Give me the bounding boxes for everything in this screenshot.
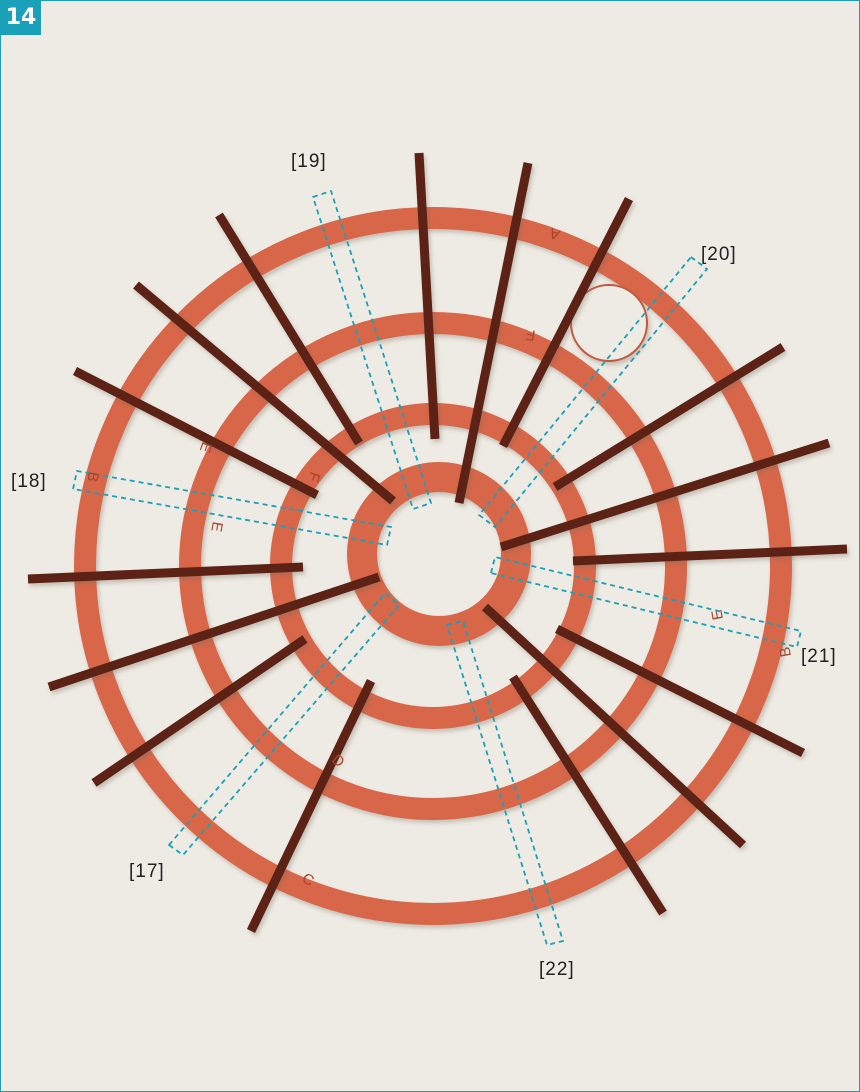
ring-hole xyxy=(570,284,648,362)
outer-ring xyxy=(74,207,792,925)
callout-box-21 xyxy=(489,555,803,649)
callout-box-19 xyxy=(311,189,433,511)
callout-dashed-boxes xyxy=(71,189,803,947)
wooden-rods xyxy=(27,152,848,933)
step-number-badge: 14 xyxy=(1,1,41,35)
inner-ring xyxy=(347,462,531,646)
wooden-rings xyxy=(74,207,792,925)
callout-box-22 xyxy=(445,619,565,947)
ring-letter: E xyxy=(708,608,726,621)
ring-letter: F xyxy=(525,325,537,343)
third-ring xyxy=(270,403,596,729)
callout-label-19: [19] xyxy=(291,151,327,172)
callout-box-18 xyxy=(71,469,393,547)
callout-label-20: [20] xyxy=(701,244,737,265)
ring-letter: B xyxy=(776,645,794,658)
callout-label-21: [21] xyxy=(801,646,837,667)
ring-letter: B xyxy=(83,470,101,483)
callout-box-17 xyxy=(167,591,401,857)
ring-letter: E xyxy=(207,520,225,533)
callout-box-20 xyxy=(477,255,709,529)
callout-label-17: [17] xyxy=(129,861,165,882)
callout-label-18: [18] xyxy=(11,471,47,492)
callout-label-22: [22] xyxy=(539,959,575,980)
